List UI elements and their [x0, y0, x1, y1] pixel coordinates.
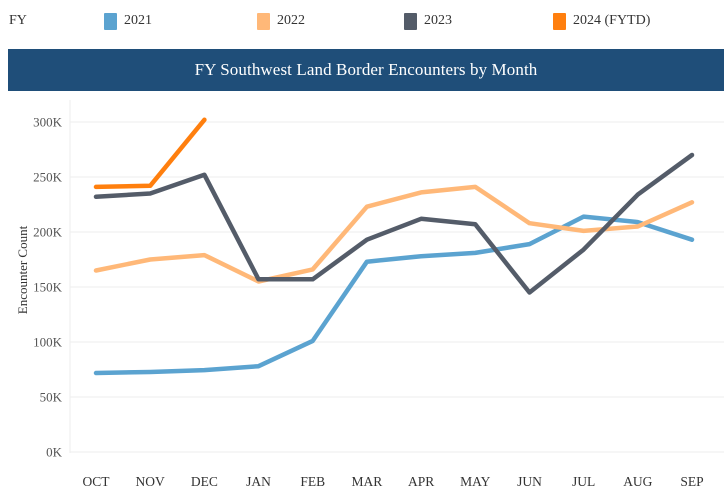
chart-title: FY Southwest Land Border Encounters by M… — [194, 60, 538, 79]
y-tick-label: 100K — [33, 335, 63, 350]
series-line-2024[interactable] — [93, 117, 207, 190]
legend-swatch-2021 — [104, 12, 117, 30]
x-tick-label: MAR — [352, 474, 383, 489]
chart-title-bar: FY Southwest Land Border Encounters by M… — [8, 49, 724, 91]
y-tick-label: 200K — [33, 225, 63, 240]
x-tick-label: AUG — [623, 474, 652, 489]
legend-item-2024[interactable]: 2024 (FYTD) — [553, 12, 650, 30]
legend-title: FY — [9, 13, 27, 28]
y-tick-label: 250K — [33, 170, 63, 185]
gridlines — [69, 100, 724, 453]
x-tick-label: SEP — [680, 474, 703, 489]
x-axis-ticks: OCT NOV DEC JAN FEB MAR APR MAY JUN JUL AUG SEP — [83, 474, 704, 489]
y-tick-label: 150K — [33, 280, 63, 295]
x-tick-label: NOV — [136, 474, 165, 489]
legend-label: 2024 (FYTD) — [573, 13, 651, 28]
legend-item-2021[interactable]: 2021 — [104, 12, 152, 30]
x-tick-label: JAN — [246, 474, 271, 489]
y-tick-label: 50K — [40, 390, 63, 405]
x-tick-label: FEB — [300, 474, 325, 489]
legend-swatch-2024 — [553, 12, 566, 30]
x-tick-label: APR — [408, 474, 434, 489]
legend-label: 2023 — [424, 13, 452, 28]
x-tick-label: DEC — [191, 474, 218, 489]
series-lines — [93, 117, 695, 376]
x-tick-label: MAY — [460, 474, 491, 489]
legend: FY 2021 2022 2023 2024 (FYTD) — [0, 0, 724, 44]
y-tick-label: 300K — [33, 115, 63, 130]
x-tick-label: JUN — [517, 474, 542, 489]
legend-item-2022[interactable]: 2022 — [257, 12, 305, 30]
y-axis-title: Encounter Count — [15, 225, 30, 314]
series-line-2023[interactable] — [93, 152, 695, 295]
y-tick-label: 0K — [46, 445, 63, 460]
x-tick-label: JUL — [572, 474, 595, 489]
series-line-2021[interactable] — [93, 214, 695, 376]
y-axis-ticks: 0K 50K 100K 150K 200K 250K 300K — [33, 115, 63, 460]
legend-label: 2022 — [277, 13, 305, 28]
legend-swatch-2023 — [404, 12, 417, 30]
series-line-2022[interactable] — [93, 184, 695, 284]
legend-label: 2021 — [124, 13, 152, 28]
legend-swatch-2022 — [257, 12, 270, 30]
legend-item-2023[interactable]: 2023 — [404, 12, 452, 30]
x-tick-label: OCT — [83, 474, 111, 489]
